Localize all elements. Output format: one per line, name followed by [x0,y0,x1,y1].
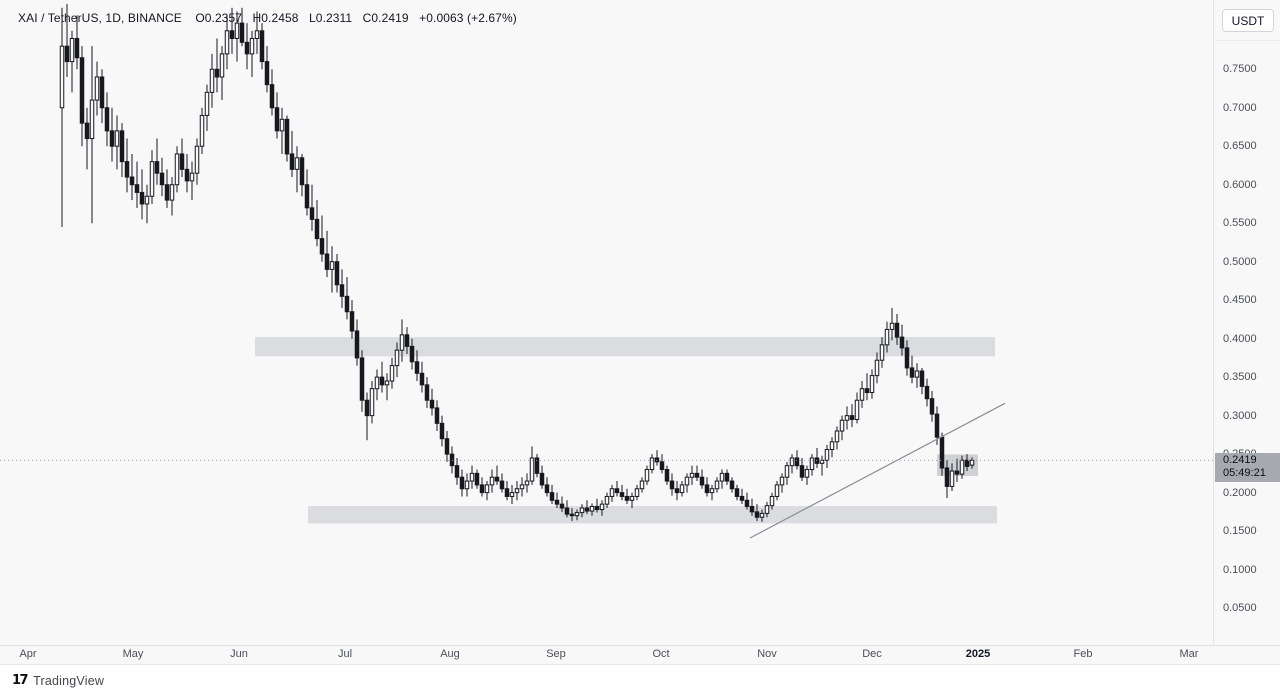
price-tick: 0.7500 [1223,63,1257,76]
price-tick: 0.2000 [1223,486,1257,499]
price-tick: 0.0500 [1223,602,1257,615]
ohlc-close: C0.2419 [362,11,409,25]
time-tick: Dec [862,648,882,660]
symbol-legend: XAI / TetherUS, 1D, BINANCE O0.2357 H0.2… [18,11,524,25]
time-tick: Nov [757,648,777,660]
bar-countdown: 05:49:21 [1223,467,1266,479]
price-tick: 0.1500 [1223,525,1257,538]
time-tick: Aug [440,648,460,660]
price-tick: 0.4000 [1223,332,1257,345]
last-price-value: 0.2419 [1223,454,1257,466]
tradingview-attribution[interactable]: 17 TradingView [12,673,104,688]
ohlc-low: L0.2311 [309,11,353,25]
tradingview-logo-icon: 17 [12,673,29,688]
time-tick: Apr [19,648,37,660]
time-tick: 2025 [965,648,991,660]
price-tick: 0.5000 [1223,255,1257,268]
axis-separator [1214,40,1280,41]
price-tick: 0.1000 [1223,563,1257,576]
time-tick: May [122,648,144,660]
rising-trendline[interactable] [749,402,1006,539]
candlesticks [59,3,975,522]
price-tick: 0.6500 [1223,140,1257,153]
time-tick: Oct [652,648,670,660]
supply-zone[interactable] [255,337,995,357]
price-tick: 0.6000 [1223,178,1257,191]
ohlc-change: +0.0063 (+2.67%) [419,11,517,25]
price-tick: 0.5500 [1223,217,1257,230]
time-axis[interactable]: Apr May Jun Jul Aug Sep Oct Nov Dec 2025 Feb Mar [0,645,1280,665]
price-axis[interactable]: USDT 0.7500 0.7000 0.6500 0.6000 0.5500 0.500… [1213,0,1280,663]
time-tick: Sep [546,648,566,660]
price-tick: 0.4500 [1223,294,1257,307]
symbol-title[interactable]: XAI / TetherUS, 1D, BINANCE [18,11,182,25]
last-price-label: 0.2419 05:49:21 [1215,453,1280,482]
price-tick: 0.3500 [1223,371,1257,384]
chart-canvas[interactable] [0,0,1213,645]
footer: 17 TradingView [0,664,1280,697]
time-tick: Mar [1179,648,1199,660]
demand-zone[interactable] [308,506,997,524]
ohlc-open: O0.2357 [195,11,243,25]
time-tick: Jun [230,648,248,660]
chart-plot-area[interactable] [0,0,1213,645]
tradingview-brand-text: TradingView [33,673,105,688]
ohlc-high: H0.2458 [252,11,299,25]
time-tick: Jul [337,648,353,660]
time-tick: Feb [1073,648,1093,660]
price-tick: 0.7000 [1223,101,1257,114]
currency-toggle-button[interactable]: USDT [1222,9,1274,32]
price-tick: 0.3000 [1223,409,1257,422]
